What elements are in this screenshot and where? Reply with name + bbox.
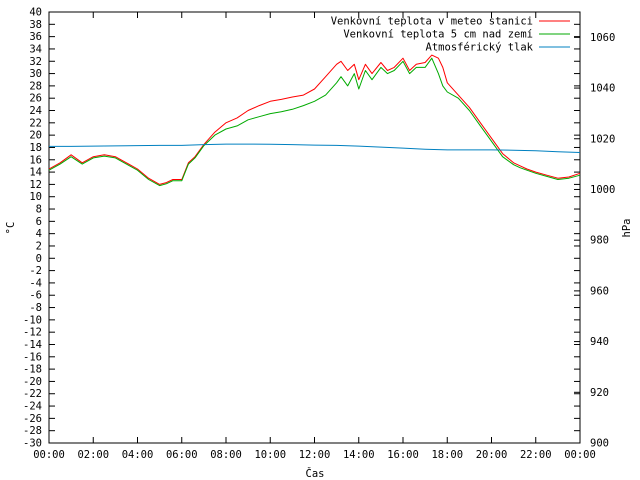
y-tick-label: -18 <box>23 364 42 376</box>
x-axis-title: Čas <box>306 467 325 480</box>
y-tick-label: -24 <box>23 401 42 413</box>
series-line-2 <box>49 143 581 153</box>
y-tick-label: -14 <box>23 339 42 351</box>
y-tick-label: 6 <box>36 216 42 228</box>
y2-tick-label: 920 <box>590 387 609 399</box>
legend-label: Venkovní teplota 5 cm nad zemí <box>343 29 533 41</box>
legend: Venkovní teplota v meteo staniciVenkovní… <box>331 16 570 54</box>
series-line-1 <box>48 57 581 187</box>
legend-label: Venkovní teplota v meteo stanici <box>331 16 533 28</box>
x-tick-label: 22:00 <box>520 449 552 461</box>
x-tick-label: 08:00 <box>210 449 242 461</box>
y-tick-label: 28 <box>29 80 42 92</box>
y-tick-label: 22 <box>29 117 42 129</box>
series-line-0 <box>48 54 581 185</box>
y2-tick-label: 980 <box>590 235 609 247</box>
y-tick-label: -2 <box>29 265 42 277</box>
y-tick-label: 24 <box>29 105 42 117</box>
y-tick-label: -20 <box>23 376 42 388</box>
y-tick-label: 20 <box>29 130 42 142</box>
y-tick-label: 16 <box>29 154 42 166</box>
y-tick-label: -12 <box>23 327 42 339</box>
plot-area <box>48 11 581 444</box>
y2-tick-label: 1060 <box>590 32 615 44</box>
x-tick-label: 00:00 <box>33 449 65 461</box>
y2-tick-label: 960 <box>590 285 609 297</box>
y-tick-label: -6 <box>29 290 42 302</box>
y-tick-label: 10 <box>29 191 42 203</box>
y-tick-label: 8 <box>36 204 42 216</box>
y-tick-label: -8 <box>29 302 42 314</box>
axis-ticks: 4038363432302826242220181614121086420-2-… <box>23 7 615 462</box>
y-tick-label: 14 <box>29 167 42 179</box>
y-tick-label: -10 <box>23 314 42 326</box>
x-tick-label: 12:00 <box>299 449 331 461</box>
y-tick-label: -4 <box>29 277 42 289</box>
y-tick-label: 38 <box>29 19 42 31</box>
y-tick-label: 12 <box>29 179 42 191</box>
x-tick-label: 04:00 <box>122 449 154 461</box>
y2-axis-title: hPa <box>621 219 633 238</box>
legend-label: Atmosférický tlak <box>426 42 534 54</box>
y-tick-label: -22 <box>23 388 42 400</box>
y-tick-label: 18 <box>29 142 42 154</box>
x-tick-label: 02:00 <box>77 449 109 461</box>
y-axis-title: °C <box>5 222 17 235</box>
x-tick-label: 20:00 <box>476 449 508 461</box>
y2-tick-label: 1040 <box>590 83 615 95</box>
y-tick-label: 34 <box>29 43 42 55</box>
x-tick-label: 06:00 <box>166 449 198 461</box>
y-tick-label: -26 <box>23 413 42 425</box>
y-tick-label: -30 <box>23 438 42 450</box>
y-tick-label: 36 <box>29 31 42 43</box>
x-tick-label: 10:00 <box>254 449 286 461</box>
y2-tick-label: 1000 <box>590 184 615 196</box>
y-tick-label: 26 <box>29 93 42 105</box>
y-tick-label: 0 <box>36 253 42 265</box>
plot-frame <box>48 11 581 444</box>
y-tick-label: 30 <box>29 68 42 80</box>
y-tick-label: 40 <box>29 7 42 19</box>
y-tick-label: 32 <box>29 56 42 68</box>
x-tick-label: 16:00 <box>387 449 419 461</box>
y2-tick-label: 940 <box>590 336 609 348</box>
x-tick-label: 00:00 <box>564 449 596 461</box>
y2-tick-label: 1020 <box>590 133 615 145</box>
series-lines <box>48 54 581 187</box>
y-tick-label: 4 <box>36 228 42 240</box>
y2-tick-label: 900 <box>590 438 609 450</box>
x-tick-label: 18:00 <box>431 449 463 461</box>
x-tick-label: 14:00 <box>343 449 375 461</box>
y-tick-label: 2 <box>36 240 42 252</box>
y-tick-label: -28 <box>23 425 42 437</box>
y-tick-label: -16 <box>23 351 42 363</box>
